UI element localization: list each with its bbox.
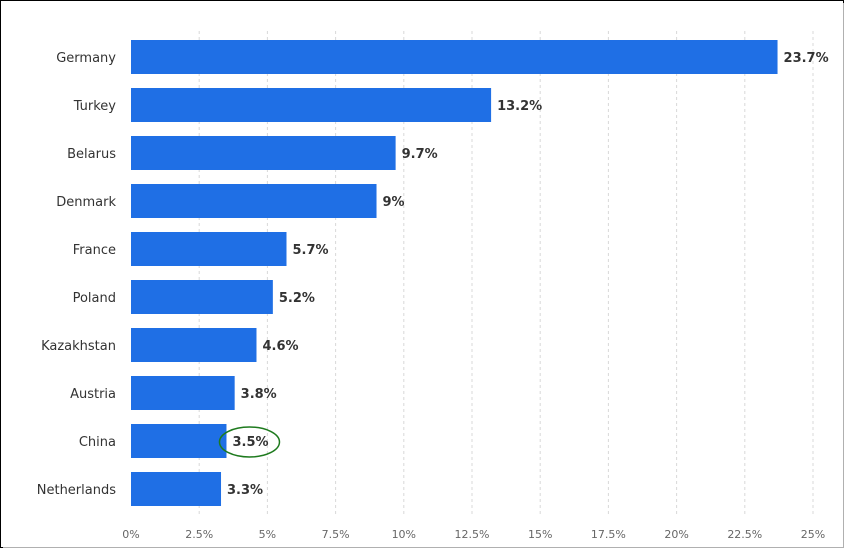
category-label: Kazakhstan xyxy=(41,339,116,354)
bar-austria xyxy=(131,376,235,410)
x-tick-label: 22.5% xyxy=(727,528,762,541)
x-axis-ticks: 0% 2.5% 5% 7.5% 10% 12.5% 15% 17.5% 20% 22.5% 25% xyxy=(122,528,825,541)
bar-turkey xyxy=(131,88,492,122)
category-label: Poland xyxy=(73,291,116,306)
value-label: 9.7% xyxy=(402,147,438,162)
value-label: 3.3% xyxy=(227,483,263,498)
bar-poland xyxy=(131,280,273,314)
x-tick-label: 15% xyxy=(528,528,552,541)
category-label: Denmark xyxy=(56,195,116,210)
x-tick-label: 0% xyxy=(122,528,139,541)
labels: Germany 23.7% Turkey 13.2% Belarus 9.7% Denmar… xyxy=(37,51,829,498)
highlight-ring xyxy=(218,426,281,458)
bar-germany xyxy=(131,40,778,74)
category-label: Austria xyxy=(70,387,116,402)
bar-belarus xyxy=(131,136,396,170)
value-label: 23.7% xyxy=(784,51,829,66)
category-label: Germany xyxy=(56,51,116,66)
value-label: 4.6% xyxy=(262,339,298,354)
value-label: 3.5% xyxy=(232,435,268,450)
bar-kazakhstan xyxy=(131,328,257,362)
bar-france xyxy=(131,232,287,266)
bar-netherlands xyxy=(131,472,222,506)
x-tick-label: 17.5% xyxy=(591,528,626,541)
x-tick-label: 2.5% xyxy=(185,528,213,541)
value-label: 9% xyxy=(383,195,405,210)
x-tick-label: 10% xyxy=(392,528,416,541)
value-label: 5.2% xyxy=(279,291,315,306)
x-tick-label: 25% xyxy=(801,528,825,541)
bars xyxy=(131,40,778,506)
x-tick-label: 12.5% xyxy=(455,528,490,541)
value-label: 3.8% xyxy=(241,387,277,402)
x-tick-label: 20% xyxy=(664,528,688,541)
value-label: 5.7% xyxy=(292,243,328,258)
bar-china xyxy=(131,424,227,458)
category-label: Belarus xyxy=(67,147,116,162)
category-label: China xyxy=(79,435,116,450)
category-label: France xyxy=(73,243,116,258)
x-tick-label: 7.5% xyxy=(322,528,350,541)
value-label: 13.2% xyxy=(497,99,542,114)
category-label: Turkey xyxy=(73,99,117,114)
category-label: Netherlands xyxy=(37,483,116,498)
bar-denmark xyxy=(131,184,377,218)
x-tick-label: 5% xyxy=(259,528,276,541)
